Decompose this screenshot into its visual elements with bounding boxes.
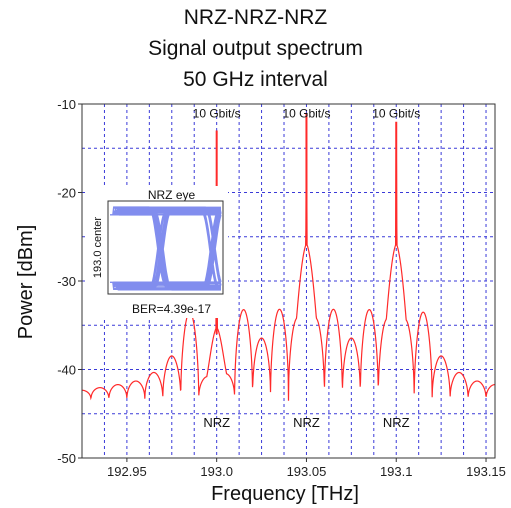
x-tick-label-4: 193.15 bbox=[466, 464, 506, 479]
channel-rate-label-2: 10 Gbit/s bbox=[372, 106, 420, 120]
y-tick-label-0: -10 bbox=[57, 97, 76, 112]
x-tick-label-3: 193.1 bbox=[380, 464, 413, 479]
eye-diagram-traces bbox=[110, 206, 222, 291]
channel-format-label-1: NRZ bbox=[293, 415, 320, 430]
axis-ticks: 192.95 193.0 193.05 193.1 193.15 -10 -20 -30 -40… bbox=[57, 97, 506, 479]
x-axis-label: Frequency [THz] bbox=[211, 483, 359, 505]
x-tick-label-1: 193.0 bbox=[200, 464, 233, 479]
x-tick-label-0: 192.95 bbox=[107, 464, 147, 479]
y-axis-label: Power [dBm] bbox=[15, 225, 37, 339]
chart-title-line-1: NRZ-NRZ-NRZ bbox=[183, 6, 328, 29]
channel-format-label-2: NRZ bbox=[383, 415, 410, 430]
inset-title: NRZ eye bbox=[148, 188, 196, 202]
spectrum-line bbox=[81, 120, 496, 401]
channel-format-label-0: NRZ bbox=[203, 415, 230, 430]
chart-labels: 10 Gbit/s NRZ 10 Gbit/s NRZ 10 Gbit/s NRZ bbox=[193, 106, 421, 430]
channel-rate-label-0: 10 Gbit/s bbox=[193, 106, 241, 120]
inset-y-label: 193.0 center bbox=[92, 217, 104, 278]
x-tick-label-2: 193.05 bbox=[287, 464, 327, 479]
inset-ber-label: BER=4.39e-17 bbox=[132, 302, 211, 316]
chart-title-line-3: 50 GHz interval bbox=[183, 68, 328, 91]
y-tick-label-3: -40 bbox=[57, 363, 76, 378]
eye-diagram-inset: NRZ eye 193.0 center BER=4.39e-17 bbox=[86, 186, 228, 318]
channel-rate-label-1: 10 Gbit/s bbox=[282, 106, 330, 120]
y-tick-label-1: -20 bbox=[57, 186, 76, 201]
y-tick-label-2: -30 bbox=[57, 274, 76, 289]
y-tick-label-4: -50 bbox=[57, 451, 76, 466]
chart-title-line-2: Signal output spectrum bbox=[148, 37, 363, 60]
